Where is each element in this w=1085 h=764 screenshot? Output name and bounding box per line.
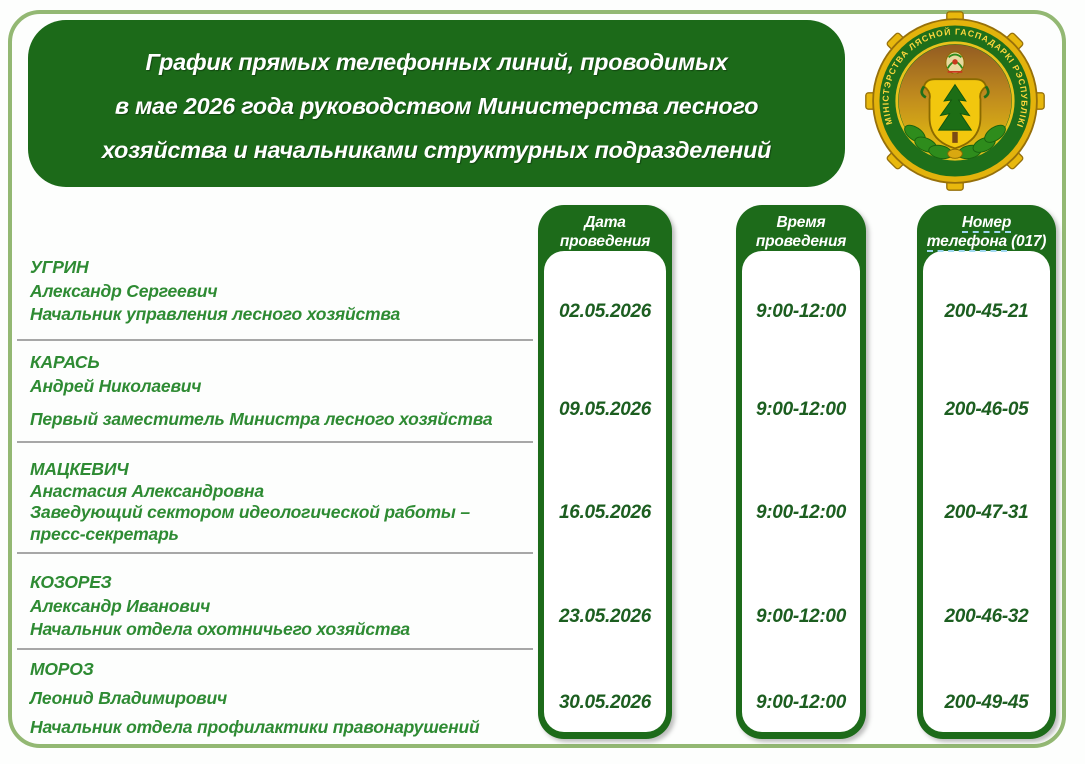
person-surname: МОРОЗ bbox=[30, 659, 94, 679]
column-phone-header-line2: телефона (017) bbox=[917, 232, 1056, 252]
page-title: График прямых телефонных линий, проводим… bbox=[28, 20, 845, 187]
page-title-line-2: в мае 2026 года руководством Министерств… bbox=[114, 92, 759, 119]
row-divider bbox=[17, 648, 533, 650]
column-time-header-line1: Время bbox=[776, 214, 826, 231]
time-value: 9:00-12:00 bbox=[756, 399, 846, 420]
column-date: Дата проведения 02.05.2026 09.05.2026 16… bbox=[538, 205, 672, 739]
column-phone-header-line1: Номер bbox=[917, 213, 1056, 233]
phone-value: 200-49-45 bbox=[944, 692, 1029, 713]
column-time-body: 9:00-12:00 9:00-12:00 9:00-12:00 9:00-12… bbox=[742, 251, 860, 732]
column-phone-header: Номер телефона (017) bbox=[917, 205, 1056, 252]
emblem-state-crest-icon bbox=[945, 51, 965, 75]
row-divider bbox=[17, 339, 533, 341]
column-date-body: 02.05.2026 09.05.2026 16.05.2026 23.05.2… bbox=[544, 251, 666, 732]
ministry-emblem-logo: МІНІСТЭРСТВА ЛЯСНОЙ ГАСПАДАРКІ РЭСПУБЛІК… bbox=[860, 2, 1046, 192]
column-phone: Номер телефона (017) 200-45-21 200-46-05… bbox=[917, 205, 1056, 739]
person-name: Андрей Николаевич bbox=[30, 375, 202, 396]
person-name: Леонид Владимирович bbox=[30, 688, 228, 708]
time-value: 9:00-12:00 bbox=[756, 692, 846, 713]
person-position: Заведующий сектором идеологической работ… bbox=[30, 502, 470, 522]
column-date-header-line2: проведения bbox=[559, 233, 651, 250]
person-position: Начальник управления лесного хозяйства bbox=[30, 304, 401, 324]
person-surname: КАРАСЬ bbox=[30, 352, 100, 372]
phone-header-suffix: (017) bbox=[1011, 233, 1047, 250]
phone-value: 200-47-31 bbox=[944, 502, 1029, 523]
person-row: МАЦКЕВИЧ Анастасия Александровна Заведую… bbox=[30, 459, 532, 545]
person-surname: КОЗОРЕЗ bbox=[30, 572, 112, 592]
column-time-header-line2: проведения bbox=[755, 233, 847, 250]
row-divider bbox=[17, 441, 533, 443]
emblem-oak-leaves-icon bbox=[904, 124, 1006, 160]
date-value: 09.05.2026 bbox=[558, 399, 652, 420]
emblem-spruce-tree-icon bbox=[937, 83, 973, 143]
person-position: Начальник отдела охотничьего хозяйства bbox=[30, 619, 410, 639]
phone-header-word: Номер bbox=[961, 214, 1012, 233]
person-name: Анастасия Александровна bbox=[30, 480, 264, 501]
person-surname: МАЦКЕВИЧ bbox=[30, 459, 129, 479]
person-row: УГРИН Александр Сергеевич Начальник упра… bbox=[30, 256, 532, 327]
person-name: Александр Сергеевич bbox=[30, 280, 218, 301]
date-value: 23.05.2026 bbox=[558, 606, 652, 627]
column-time: Время проведения 9:00-12:00 9:00-12:00 9… bbox=[736, 205, 866, 739]
row-divider bbox=[17, 552, 533, 554]
phone-value: 200-45-21 bbox=[944, 301, 1029, 322]
column-time-header: Время проведения bbox=[736, 205, 866, 251]
person-position: пресс-секретарь bbox=[30, 523, 179, 544]
column-phone-body: 200-45-21 200-46-05 200-47-31 200-46-32 … bbox=[923, 251, 1050, 732]
time-value: 9:00-12:00 bbox=[756, 502, 846, 523]
person-name: Александр Иванович bbox=[30, 595, 211, 616]
date-value: 02.05.2026 bbox=[558, 301, 652, 322]
person-surname: УГРИН bbox=[30, 257, 89, 277]
person-position: Начальник отдела профилактики правонаруш… bbox=[30, 717, 480, 737]
person-row: КАРАСЬ Андрей Николаевич Первый заместит… bbox=[30, 351, 532, 432]
phone-header-word: телефона bbox=[926, 233, 1007, 252]
phone-value: 200-46-05 bbox=[944, 399, 1029, 420]
page-title-line-1: График прямых телефонных линий, проводим… bbox=[145, 48, 728, 75]
column-date-header-line1: Дата bbox=[584, 214, 626, 231]
phone-value: 200-46-32 bbox=[944, 606, 1029, 627]
page-border-frame bbox=[8, 10, 1066, 748]
page-title-line-3: хозяйства и начальниками структурных под… bbox=[101, 136, 772, 163]
date-value: 16.05.2026 bbox=[558, 502, 652, 523]
date-value: 30.05.2026 bbox=[558, 692, 652, 713]
person-row: КОЗОРЕЗ Александр Иванович Начальник отд… bbox=[30, 571, 532, 642]
forestry-ministry-emblem-icon: МІНІСТЭРСТВА ЛЯСНОЙ ГАСПАДАРКІ РЭСПУБЛІК… bbox=[860, 2, 1045, 191]
column-date-header: Дата проведения bbox=[538, 205, 672, 251]
time-value: 9:00-12:00 bbox=[756, 301, 846, 322]
time-value: 9:00-12:00 bbox=[756, 606, 846, 627]
person-row: МОРОЗ Леонид Владимирович Начальник отде… bbox=[30, 655, 532, 742]
person-position: Первый заместитель Министра лесного хозя… bbox=[30, 409, 493, 429]
